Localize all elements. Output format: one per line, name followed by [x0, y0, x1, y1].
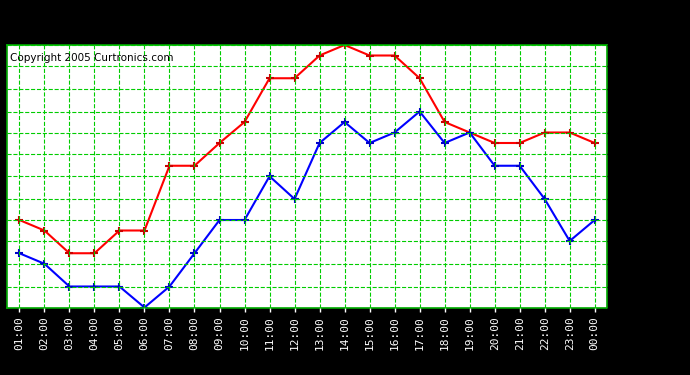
Text: Copyright 2005 Curtronics.com: Copyright 2005 Curtronics.com	[10, 53, 173, 63]
Text: Outdoor Temperature (vs) Wind Chill (Last 24 Hours) Thu Dec 22 00:00: Outdoor Temperature (vs) Wind Chill (Las…	[41, 13, 649, 28]
